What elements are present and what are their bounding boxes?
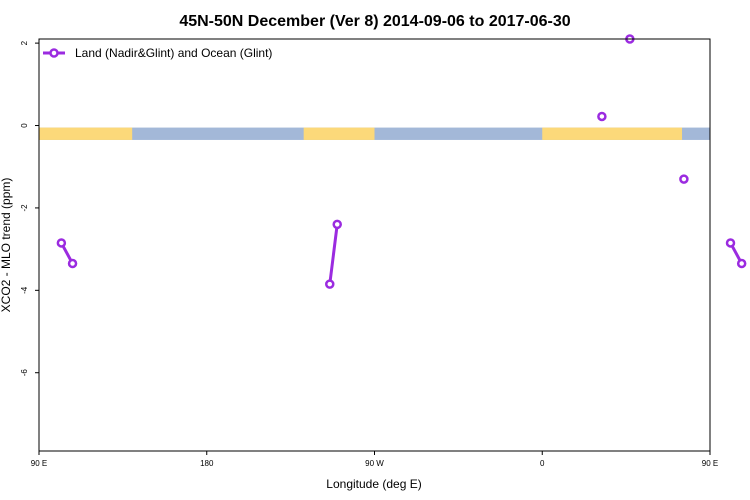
plot-frame bbox=[38, 38, 711, 452]
x-axis: 90 E 180 90 W 0 90 E bbox=[31, 451, 718, 468]
series-0-point-1-0 bbox=[325, 279, 335, 289]
x-tick-label-0: 90 E bbox=[31, 459, 47, 468]
y-tick-label-3: -4 bbox=[20, 286, 29, 294]
legend-marker-0 bbox=[49, 48, 59, 58]
y-tick-label-4: -6 bbox=[20, 369, 29, 377]
chart-title: 45N-50N December (Ver 8) 2014-09-06 to 2… bbox=[179, 13, 570, 30]
legend-label-0: Land (Nadir&Glint) and Ocean (Glint) bbox=[75, 46, 272, 60]
land-band-1 bbox=[303, 127, 375, 140]
series-layer bbox=[56, 34, 747, 289]
series-0-point-0-0 bbox=[56, 238, 67, 248]
y-tick-label-0: 2 bbox=[20, 40, 29, 45]
series-0-point-2-0 bbox=[597, 111, 607, 122]
legend: Land (Nadir&Glint) and Ocean (Glint) bbox=[43, 46, 272, 60]
x-tick-label-3: 0 bbox=[540, 459, 545, 468]
x-axis-label: Longitude (deg E) bbox=[326, 477, 421, 491]
x-tick-label-2: 90 W bbox=[365, 459, 384, 468]
x-tick-label-4: 90 E bbox=[702, 459, 718, 468]
series-0-point-4-0 bbox=[679, 174, 689, 184]
series-0-point-1-1 bbox=[332, 219, 342, 230]
map-band bbox=[39, 127, 710, 140]
y-axis: 2 0 -2 -4 -6 bbox=[20, 40, 39, 376]
y-tick-label-1: 0 bbox=[20, 123, 29, 128]
land-band-2 bbox=[542, 127, 683, 140]
series-0-point-5-0 bbox=[725, 238, 736, 248]
y-tick-label-2: -2 bbox=[20, 204, 29, 212]
y-axis-label: XCO2 - MLO trend (ppm) bbox=[0, 178, 13, 313]
land-band-0 bbox=[39, 127, 133, 140]
series-0-point-0-1 bbox=[67, 258, 78, 269]
series-0-line-1 bbox=[328, 224, 339, 285]
series-0-point-5-1 bbox=[736, 258, 747, 269]
x-tick-label-1: 180 bbox=[200, 459, 214, 468]
